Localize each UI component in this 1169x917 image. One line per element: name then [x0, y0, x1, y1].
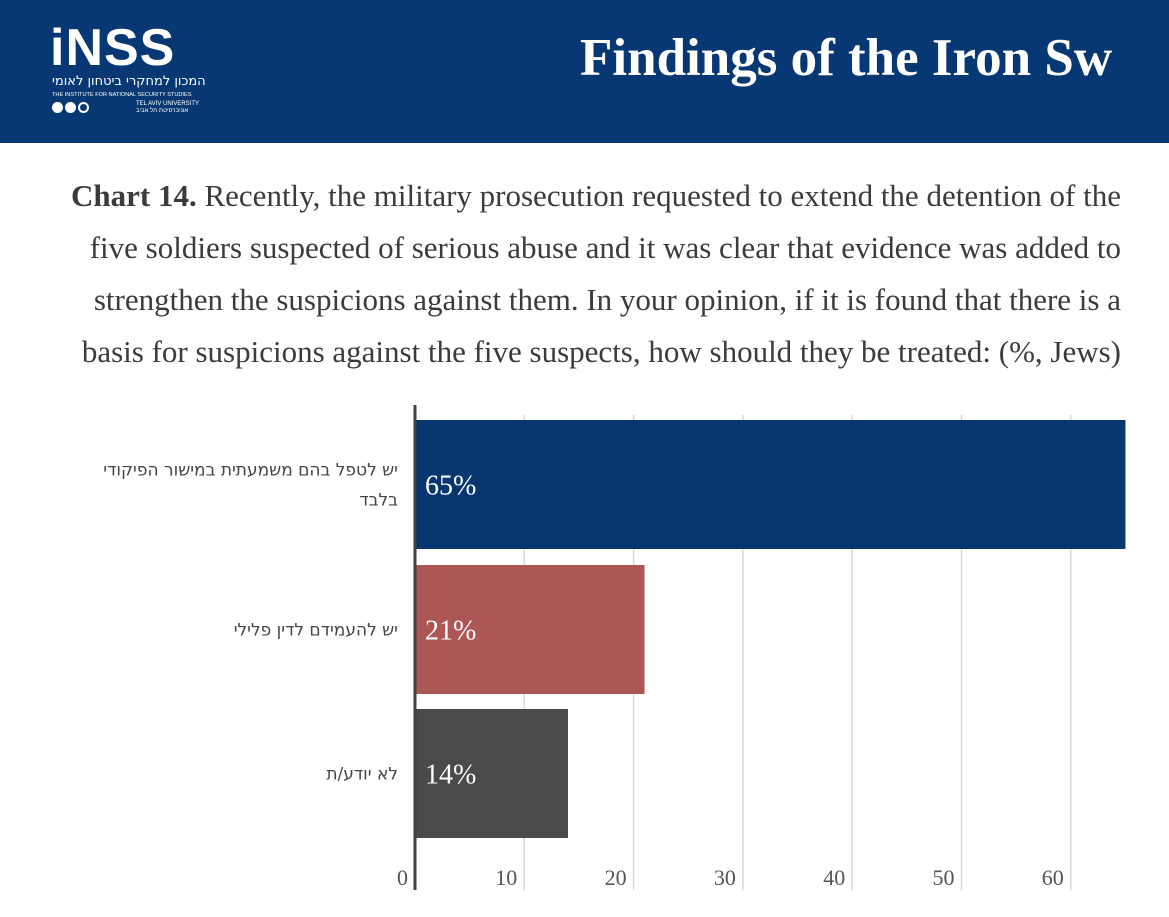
- x-tick-label: 0: [397, 865, 408, 890]
- x-tick-label: 50: [933, 865, 955, 890]
- x-tick-label: 30: [714, 865, 736, 890]
- x-tick-label: 20: [605, 865, 627, 890]
- category-label: יש להעמידם לדין פלילי: [234, 621, 398, 641]
- chart-question: Recently, the military prosecution reque…: [81, 178, 1121, 369]
- x-tick-label: 10: [495, 865, 517, 890]
- circle-icon: [65, 102, 76, 113]
- header-banner: iNSS המכון למחקרי ביטחון לאומי THE INSTI…: [0, 0, 1169, 143]
- logo-hebrew-name: המכון למחקרי ביטחון לאומי: [52, 74, 206, 89]
- category-label: בלבד: [359, 491, 398, 511]
- category-label: יש לטפל בהם משמעתית במישור הפיקודי: [103, 461, 398, 481]
- x-tick-label: 40: [823, 865, 845, 890]
- university-logo: TEL AVIV UNIVERSITY אוניברסיטת תל אביב: [136, 101, 199, 115]
- logo-mark: iNSS: [50, 19, 176, 77]
- logo-english-name: THE INSTITUTE FOR NATIONAL SECURITY STUD…: [52, 92, 192, 98]
- bar: [415, 420, 1126, 549]
- university-he: אוניברסיטת תל אביב: [136, 108, 189, 114]
- data-label: 14%: [425, 760, 476, 791]
- partner-icons: [52, 102, 89, 113]
- ring-icon: [78, 102, 89, 113]
- inss-logo: iNSS המכון למחקרי ביטחון לאומי THE INSTI…: [48, 16, 218, 126]
- chart-caption: Chart 14. Recently, the military prosecu…: [41, 170, 1121, 378]
- page-title: Findings of the Iron Sw: [580, 29, 1113, 87]
- bar: [415, 565, 645, 694]
- category-label: לא יודע/ת: [326, 765, 398, 785]
- bar: [415, 709, 569, 838]
- data-label: 21%: [425, 616, 476, 647]
- chart-number: Chart 14.: [71, 178, 197, 213]
- university-en: TEL AVIV UNIVERSITY: [136, 101, 200, 107]
- data-label: 65%: [425, 471, 476, 502]
- emblem-icon: [52, 102, 63, 113]
- x-tick-label: 60: [1042, 865, 1064, 890]
